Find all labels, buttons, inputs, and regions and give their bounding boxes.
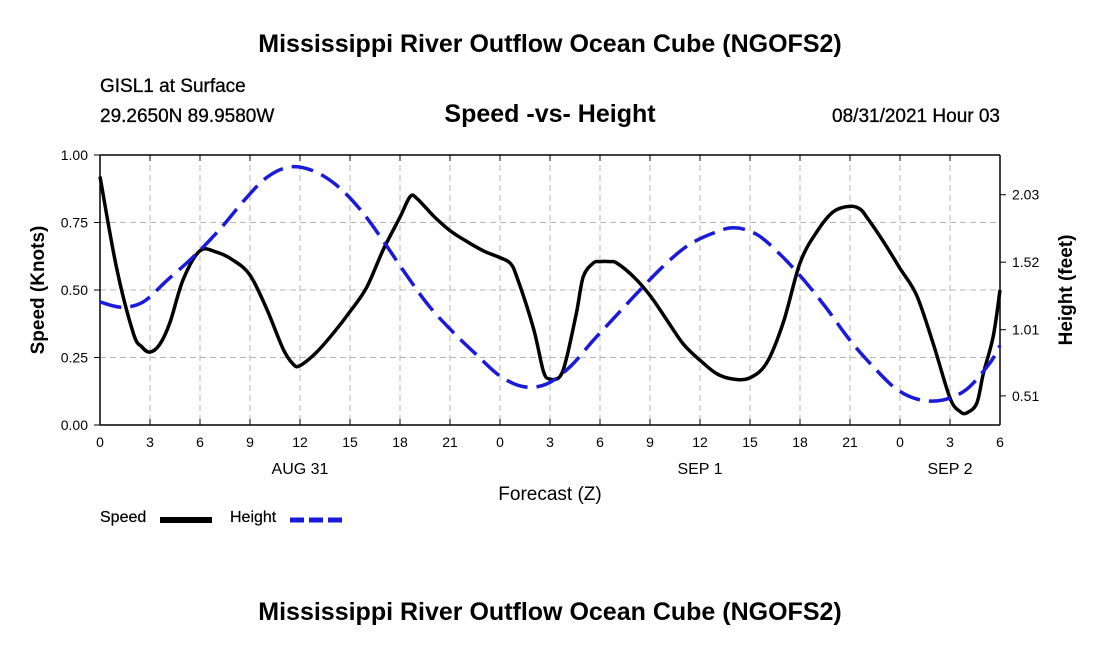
y-tick-label: 0.25 [61,350,88,366]
x-date-label: AUG 31 [272,461,329,478]
x-tick-label: 9 [646,434,654,450]
station-coordinates: 29.2650N 89.9580W [100,106,275,127]
x-tick-label: 6 [996,434,1004,450]
legend-height-label: Height [230,509,277,526]
x-tick-label: 0 [96,434,104,450]
y2-tick-label: 1.52 [1012,254,1039,270]
x-tick-label: 21 [442,434,458,450]
x-axis-title: Forecast (Z) [498,484,601,505]
x-tick-label: 15 [342,434,358,450]
y-tick-label: 0.00 [61,417,88,433]
x-tick-label: 3 [146,434,154,450]
x-tick-label: 0 [496,434,504,450]
footer-title: Mississippi River Outflow Ocean Cube (NG… [258,598,842,626]
y-tick-label: 1.00 [61,147,88,163]
height-series-line [99,164,1002,403]
station-name: GISL1 at Surface [100,76,246,97]
x-tick-label: 0 [896,434,904,450]
y2-tick-label: 0.51 [1012,388,1039,404]
chart-main-title: Mississippi River Outflow Ocean Cube (NG… [258,30,842,58]
x-tick-label: 12 [292,434,308,450]
x-tick-label: 18 [392,434,408,450]
chart-subtitle: Speed -vs- Height [444,100,656,128]
forecast-datetime: 08/31/2021 Hour 03 [832,106,1000,127]
x-date-label: SEP 2 [927,461,972,478]
x-date-label: SEP 1 [677,461,722,478]
x-tick-label: 18 [792,434,808,450]
legend-speed-label: Speed [100,509,147,526]
x-tick-label: 3 [946,434,954,450]
x-tick-label: 9 [246,434,254,450]
x-tick-label: 3 [546,434,554,450]
x-tick-label: 6 [196,434,204,450]
y2-tick-label: 1.01 [1012,322,1039,338]
x-tick-label: 6 [596,434,604,450]
y-tick-label: 0.75 [61,215,88,231]
x-tick-label: 12 [692,434,708,450]
x-tick-label: 21 [842,434,858,450]
y2-tick-label: 2.03 [1012,187,1039,203]
speed-series-line [98,176,1002,416]
y-tick-label: 0.50 [61,282,88,298]
x-tick-label: 15 [742,434,758,450]
y-axis-title: Speed (Knots) [28,226,49,355]
y2-axis-title: Height (feet) [1056,235,1077,346]
